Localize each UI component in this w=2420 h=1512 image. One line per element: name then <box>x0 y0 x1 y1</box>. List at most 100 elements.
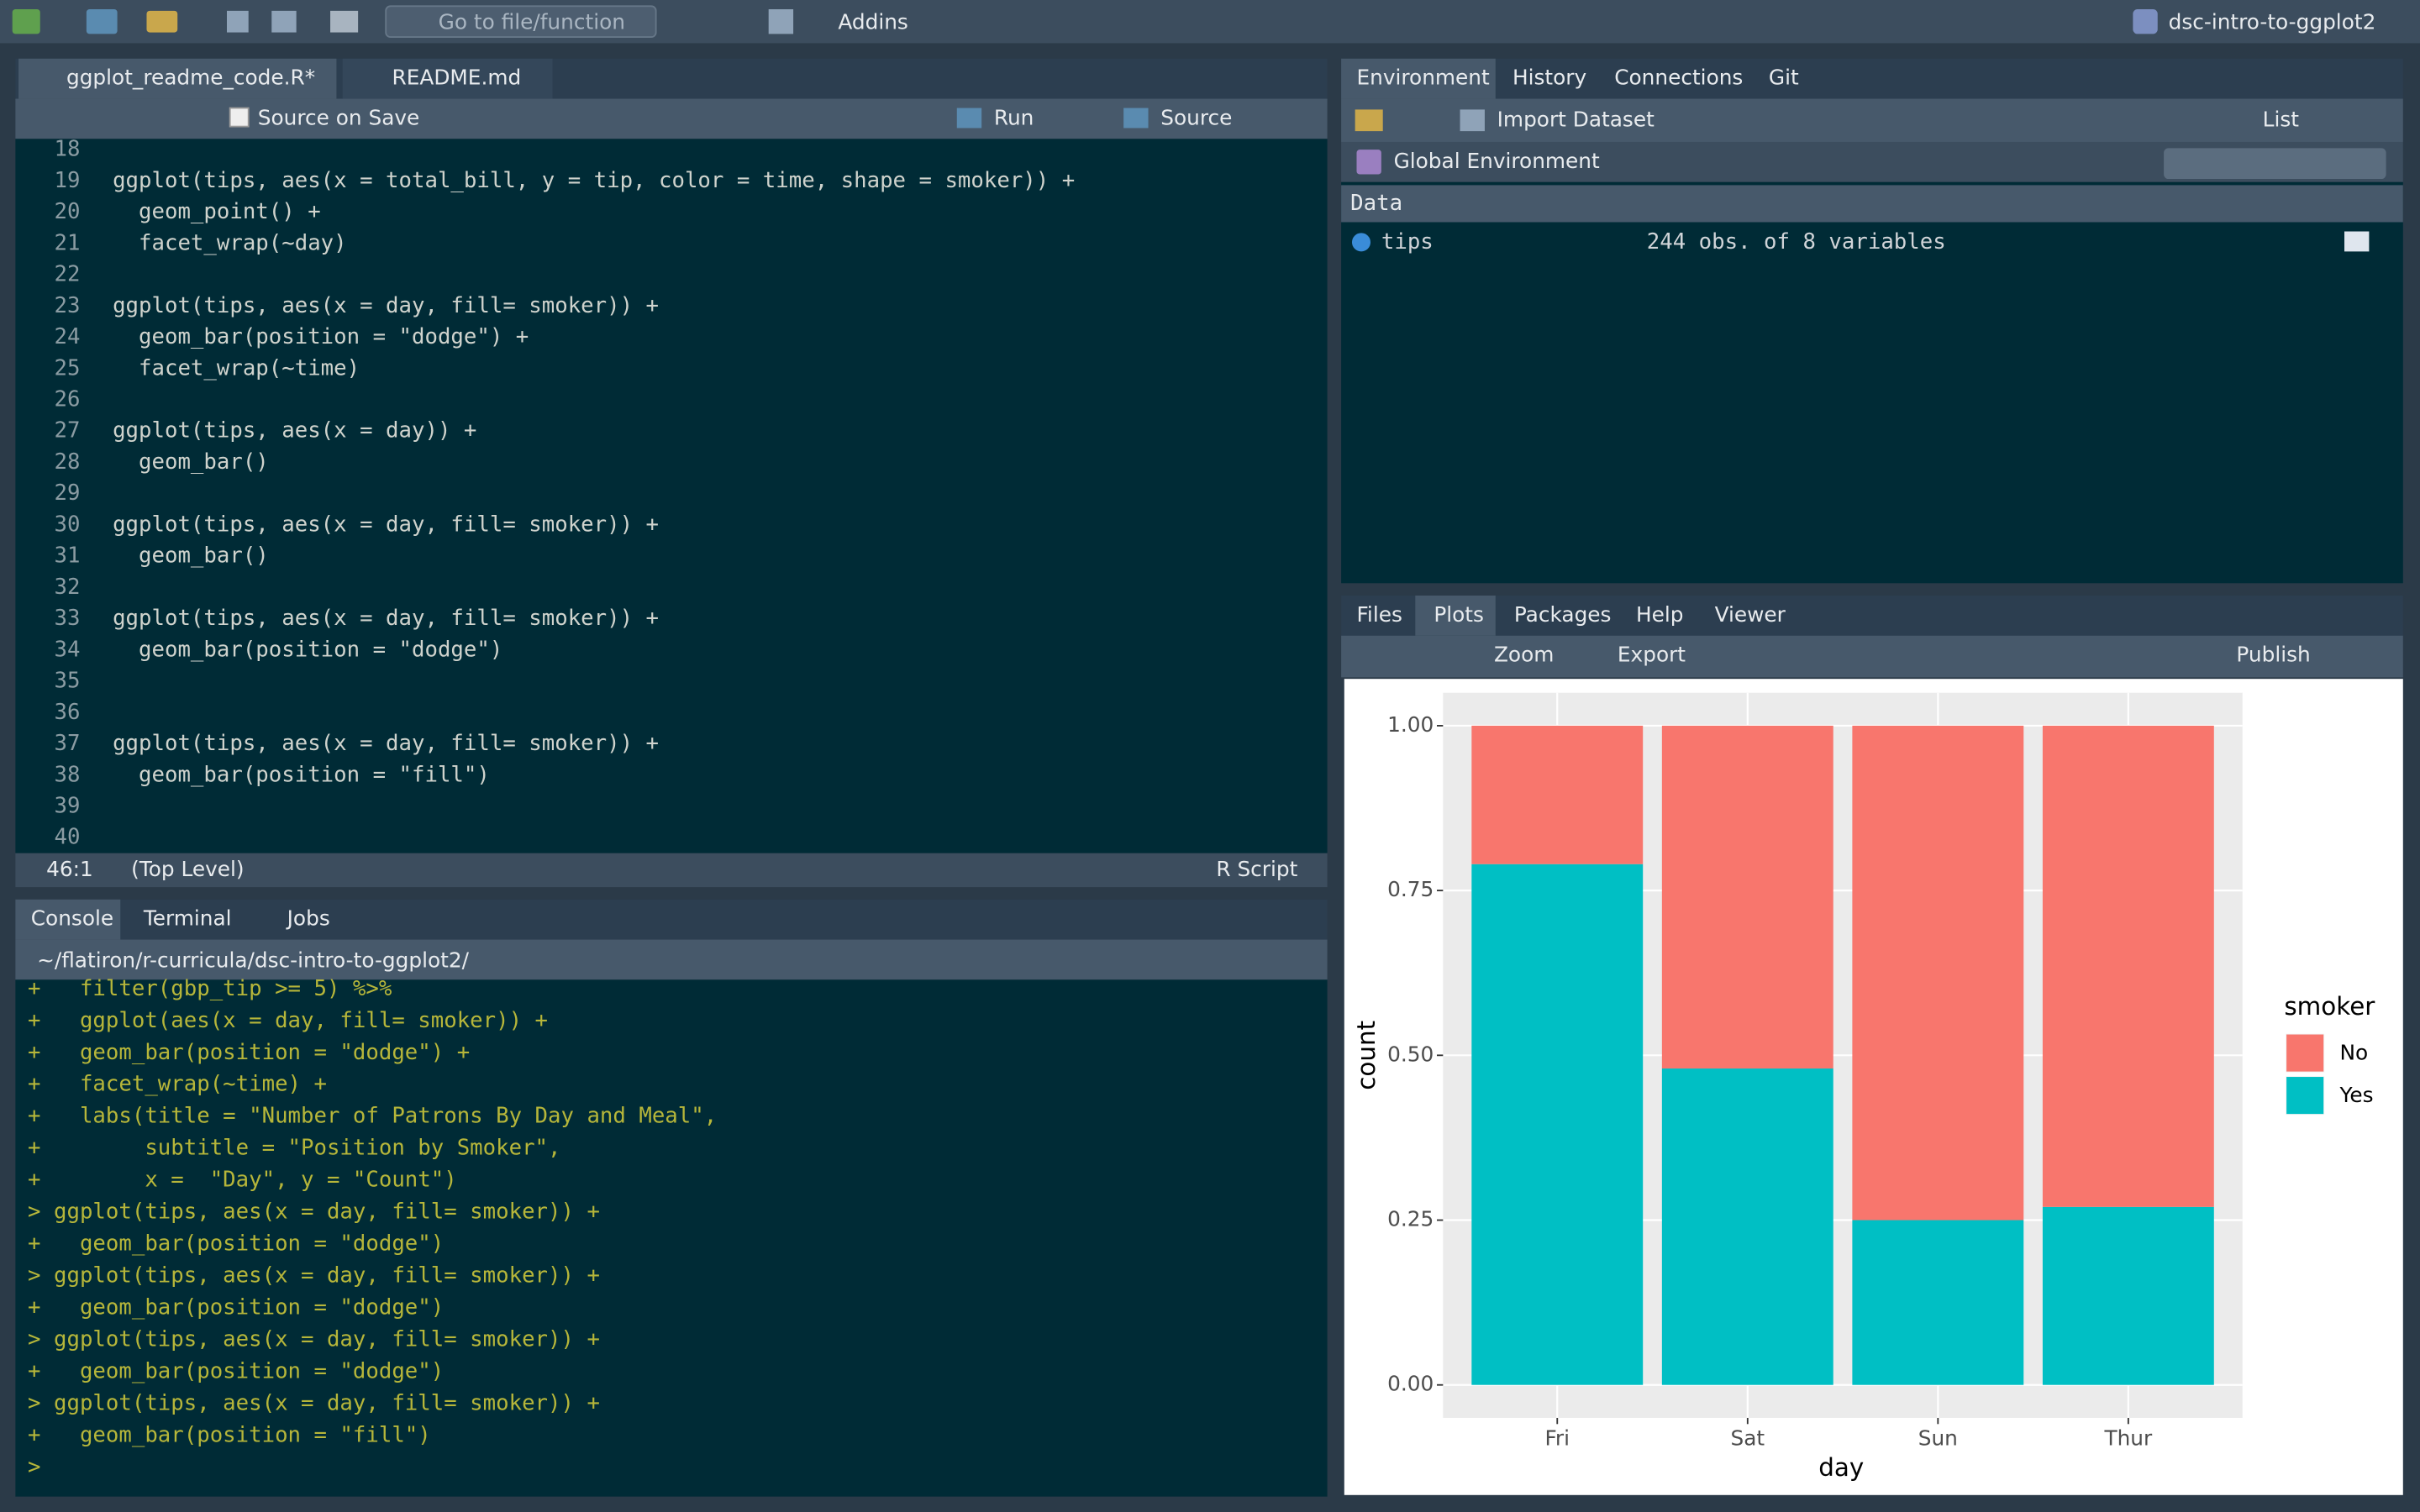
line-number: 34 <box>55 637 81 662</box>
zoom-button[interactable]: Zoom <box>1494 643 1554 667</box>
view-data-icon[interactable] <box>2344 231 2370 252</box>
save-icon[interactable] <box>227 10 249 33</box>
publish-button[interactable]: Publish <box>2236 643 2310 667</box>
scope-menu[interactable]: (Top Level) <box>131 857 244 881</box>
env-tab-label[interactable]: Connections <box>1614 66 1743 90</box>
console-output[interactable] <box>15 979 1328 1497</box>
source-on-save-checkbox[interactable] <box>229 107 250 128</box>
console-line: > ggplot(tips, aes(x = day, fill= smoker… <box>28 1390 600 1415</box>
object-summary: 244 obs. of 8 variables <box>1647 229 1946 255</box>
project-menu[interactable]: dsc-intro-to-ggplot2 <box>2169 10 2376 34</box>
legend-swatch <box>2286 1034 2324 1072</box>
project-icon <box>2133 9 2158 34</box>
bar-segment <box>2042 1206 2214 1385</box>
new-file-icon[interactable] <box>12 9 40 34</box>
chart: day count smoker 0.00 0.25 0.50 0.75 1.00 Fri… <box>1352 692 2375 1482</box>
console-line: + geom_bar(position = "dodge") <box>28 1231 444 1257</box>
code-line: ggplot(tips, aes(x = day)) + <box>113 418 476 444</box>
console-line: > ggplot(tips, aes(x = day, fill= smoker… <box>28 1326 600 1352</box>
env-toolbar <box>1341 98 2403 142</box>
print-icon[interactable] <box>330 10 359 33</box>
console-tab-label[interactable]: Console <box>31 906 113 931</box>
code-line: ggplot(tips, aes(x = day, fill= smoker))… <box>113 512 659 537</box>
line-number: 39 <box>55 794 81 819</box>
code-line: geom_bar(position = "fill") <box>113 762 490 787</box>
code-line: ggplot(tips, aes(x = day, fill= smoker))… <box>113 293 659 318</box>
console-pathbar <box>15 939 1328 980</box>
x-axis-title: day <box>1818 1453 1864 1482</box>
line-number: 36 <box>55 700 81 725</box>
editor-tab-label[interactable]: ggplot_readme_code.R* <box>66 66 315 90</box>
console-line: + ggplot(aes(x = day, fill= smoker)) + <box>28 1008 548 1033</box>
env-icon <box>1356 150 1381 175</box>
plots-tab-label[interactable]: Help <box>1636 602 1684 627</box>
bar-segment <box>1852 725 2024 1221</box>
console-line: + facet_wrap(~time) + <box>28 1072 327 1097</box>
console-line: > ggplot(tips, aes(x = day, fill= smoker… <box>28 1200 600 1225</box>
editor-tab-active[interactable] <box>18 58 337 99</box>
console-tab-label[interactable]: Terminal <box>143 906 232 931</box>
line-number: 29 <box>55 480 81 506</box>
console-tab-label[interactable]: Jobs <box>286 906 330 931</box>
run-button[interactable]: Run <box>994 105 1034 129</box>
env-scope[interactable]: Global Environment <box>1394 149 1600 173</box>
line-number: 30 <box>55 512 81 537</box>
console-line: > ggplot(tips, aes(x = day, fill= smoker… <box>28 1263 600 1289</box>
console-lines: + filter(gbp_tip >= 5) %>% + ggplot(aes(x… <box>28 976 717 1479</box>
editor-tab[interactable] <box>342 58 553 99</box>
expand-icon[interactable] <box>1351 233 1371 252</box>
line-number: 21 <box>55 230 81 255</box>
line-number: 35 <box>55 669 81 694</box>
env-section-header <box>1341 185 2403 223</box>
plots-tab-active[interactable] <box>1415 595 1496 636</box>
grid-icon[interactable] <box>768 9 794 34</box>
env-search[interactable] <box>2164 148 2386 180</box>
code-line: geom_point() + <box>113 199 321 224</box>
line-number: 24 <box>55 324 81 349</box>
console-line: + geom_bar(position = "dodge") + <box>28 1040 470 1065</box>
load-icon[interactable] <box>1355 109 1383 132</box>
env-tab-label[interactable]: Git <box>1769 66 1799 90</box>
source-on-save[interactable]: Source on Save <box>258 105 420 129</box>
main-toolbar <box>0 0 2420 44</box>
import-dataset[interactable]: Import Dataset <box>1497 107 1655 131</box>
env-tab-label[interactable]: History <box>1512 66 1586 90</box>
plots-tab-label[interactable]: Plots <box>1434 602 1484 627</box>
view-mode[interactable]: List <box>2263 107 2300 131</box>
legend-label: No <box>2339 1040 2368 1064</box>
plots-tab-label[interactable]: Files <box>1356 602 1402 627</box>
env-tab-label[interactable]: Environment <box>1356 66 1490 90</box>
console-line: + filter(gbp_tip >= 5) %>% <box>28 976 392 1001</box>
x-tick-label: Sat <box>1730 1426 1765 1451</box>
legend-label: Yes <box>2338 1083 2373 1107</box>
new-project-icon[interactable] <box>86 9 118 34</box>
code-editor[interactable] <box>15 139 1328 853</box>
addins-menu[interactable]: Addins <box>838 10 908 34</box>
code-line: geom_bar(position = "dodge") + <box>113 324 529 349</box>
plots-tabbar <box>1341 595 2403 636</box>
legend-title: smoker <box>2284 992 2375 1021</box>
console-tab-active[interactable] <box>15 899 121 940</box>
goto-box[interactable] <box>385 5 657 38</box>
open-icon[interactable] <box>146 10 178 33</box>
source-icon <box>1123 108 1149 129</box>
export-button[interactable]: Export <box>1618 643 1686 667</box>
console-line: + x = "Day", y = "Count") <box>28 1168 457 1193</box>
plots-tab-label[interactable]: Packages <box>1514 602 1612 627</box>
line-number: 31 <box>55 543 81 569</box>
editor-tab-label[interactable]: README.md <box>392 66 522 90</box>
y-tick-label: 0.25 <box>1387 1207 1434 1231</box>
source-button[interactable]: Source <box>1160 105 1232 129</box>
line-number: 33 <box>55 606 81 631</box>
line-number: 27 <box>55 418 81 444</box>
plots-tab-label[interactable]: Viewer <box>1715 602 1786 627</box>
line-number: 19 <box>55 168 81 193</box>
filetype-menu[interactable]: R Script <box>1216 857 1297 881</box>
x-tick-label: Thur <box>2103 1426 2153 1451</box>
line-number: 40 <box>55 825 81 850</box>
env-tab-active[interactable] <box>1341 58 1496 99</box>
object-name[interactable]: tips <box>1381 229 1434 255</box>
save-all-icon[interactable] <box>271 10 297 33</box>
plots-toolbar <box>1341 635 2403 678</box>
